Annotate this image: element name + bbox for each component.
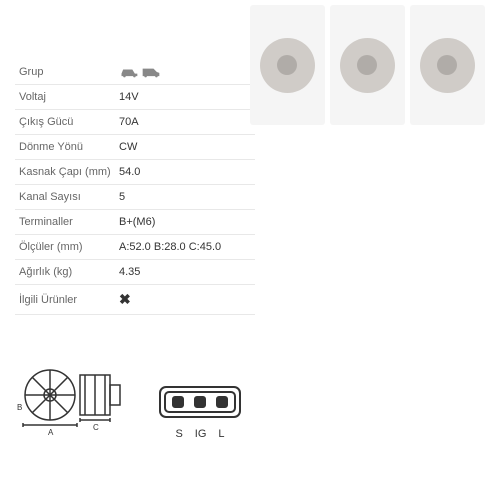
spec-label: Kasnak Çapı (mm) [15, 160, 115, 185]
spec-label: Çıkış Gücü [15, 110, 115, 135]
product-image-front [250, 5, 325, 125]
spec-value: 70A [115, 110, 255, 135]
spec-value: ✖ [115, 285, 255, 315]
pin-label: IG [195, 428, 207, 440]
car-icon [119, 66, 139, 78]
table-row: Grup [15, 60, 255, 85]
spec-value: 14V [115, 85, 255, 110]
spec-table: Grup Voltaj 14V Çıkış Gücü 70A Dönme Yön… [15, 60, 255, 315]
vehicle-icons [119, 66, 251, 78]
spec-value: CW [115, 135, 255, 160]
spec-label: Dönme Yönü [15, 135, 115, 160]
table-row: İlgili Ürünler ✖ [15, 285, 255, 315]
dimension-diagram: C A B [15, 360, 125, 440]
table-row: Kasnak Çapı (mm) 54.0 [15, 160, 255, 185]
product-images [250, 5, 485, 125]
connector-pin-labels: S IG L [175, 428, 224, 440]
spec-value: B+(M6) [115, 210, 255, 235]
spec-value: A:52.0 B:28.0 C:45.0 [115, 235, 255, 260]
spec-label: Ağırlık (kg) [15, 260, 115, 285]
table-row: Voltaj 14V [15, 85, 255, 110]
spec-label: Ölçüler (mm) [15, 235, 115, 260]
spec-label: İlgili Ürünler [15, 285, 115, 315]
table-row: Kanal Sayısı 5 [15, 185, 255, 210]
connector-icon [155, 379, 245, 424]
table-row: Çıkış Gücü 70A [15, 110, 255, 135]
spec-value: 5 [115, 185, 255, 210]
cross-icon: ✖ [119, 291, 131, 307]
table-row: Terminaller B+(M6) [15, 210, 255, 235]
table-row: Ölçüler (mm) A:52.0 B:28.0 C:45.0 [15, 235, 255, 260]
spec-label: Grup [15, 60, 115, 85]
table-row: Dönme Yönü CW [15, 135, 255, 160]
spec-value: 54.0 [115, 160, 255, 185]
svg-text:A: A [48, 428, 54, 437]
table-row: Ağırlık (kg) 4.35 [15, 260, 255, 285]
technical-diagrams: C A B S IG L [15, 360, 245, 440]
pin-label: S [175, 428, 182, 440]
spec-label: Terminaller [15, 210, 115, 235]
pin-label: L [218, 428, 224, 440]
spec-value [115, 60, 255, 85]
alternator-schematic-icon: C A B [15, 360, 125, 440]
product-image-side [330, 5, 405, 125]
spec-label: Kanal Sayısı [15, 185, 115, 210]
product-image-rear [410, 5, 485, 125]
svg-text:C: C [93, 423, 99, 432]
spec-label: Voltaj [15, 85, 115, 110]
van-icon [141, 66, 161, 78]
spec-value: 4.35 [115, 260, 255, 285]
connector-diagram: S IG L [155, 379, 245, 440]
svg-text:B: B [17, 403, 22, 412]
